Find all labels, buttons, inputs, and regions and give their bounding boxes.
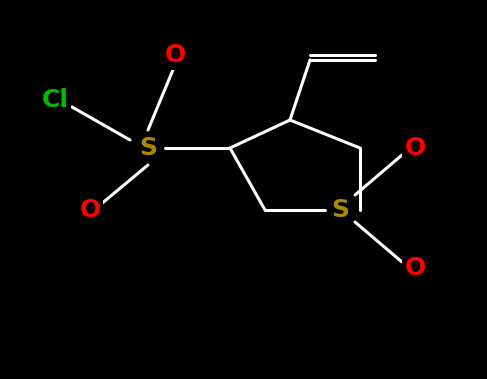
Text: O: O <box>79 198 101 222</box>
Text: S: S <box>331 198 349 222</box>
Text: S: S <box>139 136 157 160</box>
Text: O: O <box>404 256 426 280</box>
Text: O: O <box>404 136 426 160</box>
Text: O: O <box>165 43 186 67</box>
Text: Cl: Cl <box>41 88 69 112</box>
